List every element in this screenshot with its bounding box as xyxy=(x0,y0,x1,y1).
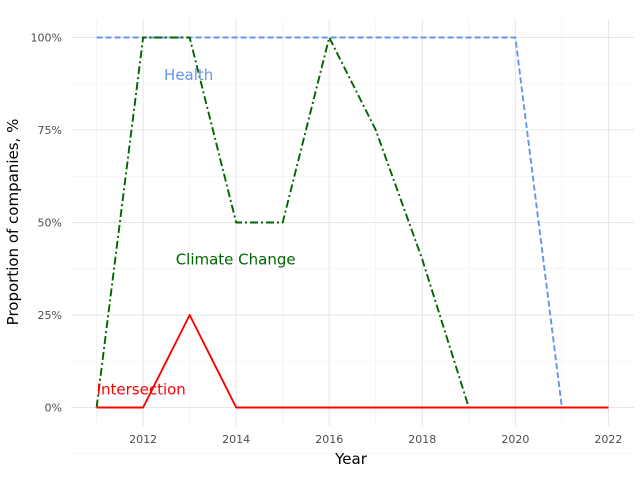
series-label-climate-change: Climate Change xyxy=(176,251,296,269)
y-tick-label: 25% xyxy=(38,309,62,322)
x-tick-label: 2014 xyxy=(222,433,250,446)
x-tick-label: 2020 xyxy=(501,433,529,446)
y-axis-tick-labels: 0% 25% 50% 75% 100% xyxy=(31,32,62,415)
major-gridlines xyxy=(71,19,634,426)
x-axis-tick-labels: 2012 2014 2016 2018 2020 2022 xyxy=(129,433,622,446)
x-tick-label: 2012 xyxy=(129,433,157,446)
series-lines xyxy=(95,36,609,409)
y-tick-label: 100% xyxy=(31,32,62,45)
x-tick-label: 2016 xyxy=(315,433,343,446)
y-axis-title: Proportion of companies, % xyxy=(4,119,22,326)
series-label-intersection: Intersection xyxy=(97,381,186,399)
series-line-intersection xyxy=(96,314,609,409)
y-tick-label: 50% xyxy=(38,217,62,230)
x-axis-title: Year xyxy=(334,450,368,468)
y-tick-label: 0% xyxy=(45,402,62,415)
series-label-health: Health xyxy=(164,66,213,84)
x-tick-label: 2018 xyxy=(408,433,436,446)
series-labels: Health Climate Change Intersection xyxy=(97,66,296,399)
x-tick-label: 2022 xyxy=(594,433,622,446)
y-tick-label: 75% xyxy=(38,124,62,137)
